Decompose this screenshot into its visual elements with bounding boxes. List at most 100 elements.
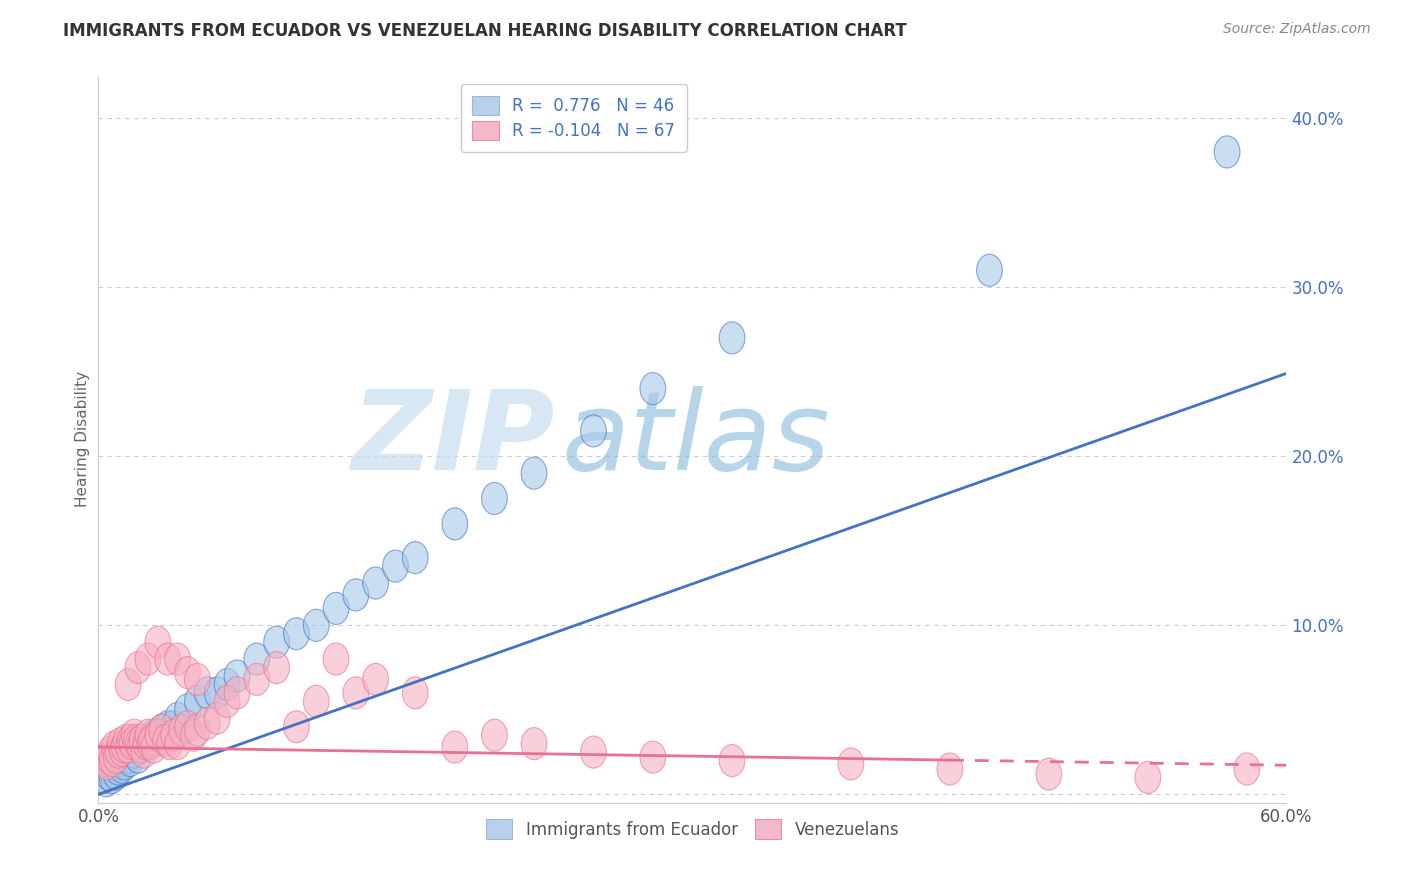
Ellipse shape [145, 626, 170, 658]
Ellipse shape [100, 745, 125, 777]
Ellipse shape [149, 714, 174, 747]
Ellipse shape [114, 724, 139, 756]
Ellipse shape [117, 724, 143, 756]
Ellipse shape [121, 719, 148, 751]
Ellipse shape [245, 664, 270, 696]
Ellipse shape [117, 745, 143, 777]
Ellipse shape [323, 592, 349, 624]
Ellipse shape [134, 728, 159, 760]
Text: Source: ZipAtlas.com: Source: ZipAtlas.com [1223, 22, 1371, 37]
Ellipse shape [180, 719, 207, 751]
Ellipse shape [323, 643, 349, 675]
Ellipse shape [91, 762, 117, 794]
Ellipse shape [139, 724, 165, 756]
Ellipse shape [120, 728, 145, 760]
Ellipse shape [1234, 753, 1260, 785]
Ellipse shape [145, 724, 170, 756]
Ellipse shape [1135, 762, 1161, 794]
Ellipse shape [165, 728, 190, 760]
Ellipse shape [136, 728, 163, 760]
Ellipse shape [155, 711, 180, 743]
Ellipse shape [135, 728, 160, 760]
Text: atlas: atlas [562, 386, 831, 492]
Ellipse shape [441, 508, 468, 540]
Ellipse shape [111, 731, 136, 763]
Ellipse shape [184, 664, 211, 696]
Ellipse shape [284, 711, 309, 743]
Ellipse shape [115, 741, 141, 773]
Ellipse shape [131, 736, 157, 768]
Ellipse shape [936, 753, 963, 785]
Ellipse shape [153, 724, 179, 756]
Text: IMMIGRANTS FROM ECUADOR VS VENEZUELAN HEARING DISABILITY CORRELATION CHART: IMMIGRANTS FROM ECUADOR VS VENEZUELAN HE… [63, 22, 907, 40]
Ellipse shape [522, 457, 547, 489]
Ellipse shape [304, 685, 329, 717]
Ellipse shape [482, 483, 508, 515]
Ellipse shape [155, 643, 180, 675]
Ellipse shape [115, 668, 141, 700]
Y-axis label: Hearing Disability: Hearing Disability [75, 371, 90, 508]
Ellipse shape [97, 736, 124, 768]
Ellipse shape [214, 685, 240, 717]
Ellipse shape [157, 728, 183, 760]
Ellipse shape [115, 731, 141, 763]
Ellipse shape [720, 745, 745, 777]
Ellipse shape [110, 751, 135, 783]
Ellipse shape [104, 758, 129, 790]
Ellipse shape [165, 702, 190, 734]
Ellipse shape [101, 731, 127, 763]
Ellipse shape [96, 741, 121, 773]
Ellipse shape [97, 753, 124, 785]
Ellipse shape [838, 747, 863, 780]
Ellipse shape [581, 736, 606, 768]
Ellipse shape [363, 664, 388, 696]
Ellipse shape [402, 677, 427, 709]
Ellipse shape [101, 747, 127, 780]
Ellipse shape [145, 719, 170, 751]
Ellipse shape [105, 736, 131, 768]
Ellipse shape [264, 651, 290, 683]
Ellipse shape [105, 753, 131, 785]
Ellipse shape [96, 758, 121, 790]
Legend: Immigrants from Ecuador, Venezuelans: Immigrants from Ecuador, Venezuelans [479, 813, 905, 846]
Ellipse shape [640, 741, 665, 773]
Ellipse shape [100, 762, 125, 794]
Ellipse shape [141, 731, 167, 763]
Ellipse shape [124, 724, 149, 756]
Ellipse shape [91, 745, 117, 777]
Ellipse shape [204, 702, 231, 734]
Ellipse shape [1215, 136, 1240, 168]
Ellipse shape [169, 714, 194, 747]
Ellipse shape [482, 719, 508, 751]
Ellipse shape [107, 728, 134, 760]
Ellipse shape [640, 373, 665, 405]
Ellipse shape [127, 731, 153, 763]
Ellipse shape [135, 719, 160, 751]
Ellipse shape [111, 747, 136, 780]
Ellipse shape [284, 617, 309, 649]
Ellipse shape [1036, 758, 1062, 790]
Ellipse shape [720, 322, 745, 354]
Ellipse shape [224, 660, 250, 692]
Ellipse shape [110, 734, 135, 766]
Ellipse shape [135, 643, 160, 675]
Ellipse shape [214, 668, 240, 700]
Ellipse shape [402, 541, 427, 574]
Ellipse shape [184, 685, 211, 717]
Ellipse shape [125, 741, 150, 773]
Ellipse shape [363, 567, 388, 599]
Ellipse shape [93, 764, 120, 797]
Ellipse shape [160, 711, 187, 743]
Ellipse shape [382, 550, 408, 582]
Ellipse shape [165, 643, 190, 675]
Ellipse shape [977, 254, 1002, 286]
Ellipse shape [93, 747, 120, 780]
Ellipse shape [184, 714, 211, 747]
Ellipse shape [125, 651, 150, 683]
Ellipse shape [194, 707, 221, 739]
Ellipse shape [304, 609, 329, 641]
Ellipse shape [104, 741, 129, 773]
Ellipse shape [121, 736, 148, 768]
Ellipse shape [581, 415, 606, 447]
Ellipse shape [107, 745, 134, 777]
